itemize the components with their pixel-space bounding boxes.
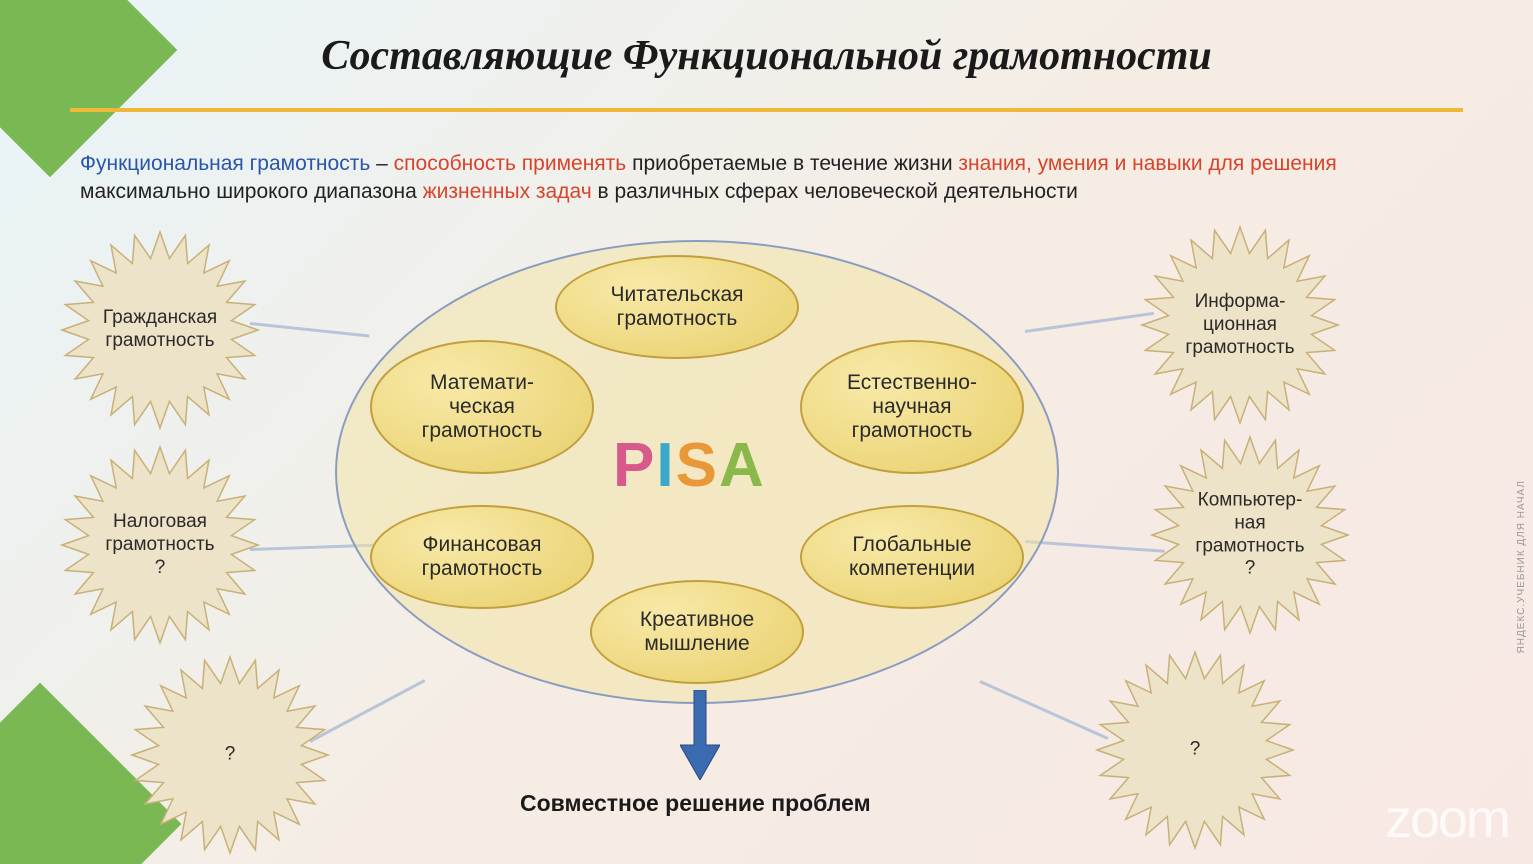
starburst-comp: Компьютер-наяграмотность? (1150, 435, 1350, 635)
node-reading: Читательскаяграмотность (555, 255, 799, 359)
node-finance: Финансоваяграмотность (370, 505, 594, 609)
subtitle-text: Функциональная грамотность – способность… (80, 150, 1453, 207)
node-global: Глобальныекомпетенции (800, 505, 1024, 609)
subtitle-red1: способность применять (394, 152, 627, 175)
starburst-civic: Гражданскаяграмотность (60, 230, 260, 430)
subtitle-red3: жизненных задач (423, 180, 592, 203)
side-watermark: ЯНДЕКС.УЧЕБНИК ДЛЯ НАЧАЛ (1516, 480, 1527, 653)
starburst-info: Информа-ционнаяграмотность (1140, 225, 1340, 425)
connector-line (250, 322, 370, 338)
slide-title: Составляющие Функциональной грамотности (0, 32, 1533, 80)
title-underline (70, 108, 1463, 112)
subtitle-term: Функциональная грамотность (80, 152, 370, 175)
connector-line (979, 680, 1108, 740)
subtitle-red2: знания, умения и навыки для решения (958, 152, 1336, 175)
node-creative: Креативноемышление (590, 580, 804, 684)
down-arrow-icon (680, 690, 720, 785)
starburst-q1: ? (130, 655, 330, 855)
node-science: Естественно-научнаяграмотность (800, 340, 1024, 474)
connector-line (1025, 540, 1165, 553)
starburst-q2: ? (1095, 650, 1295, 850)
connector-line (1025, 312, 1154, 333)
pisa-logo: PISA (613, 430, 766, 501)
bottom-label: Совместное решение проблем (520, 790, 871, 817)
zoom-watermark: zoom (1385, 788, 1509, 850)
starburst-tax: Налоговаяграмотность? (60, 445, 260, 645)
node-math: Математи-ческаяграмотность (370, 340, 594, 474)
